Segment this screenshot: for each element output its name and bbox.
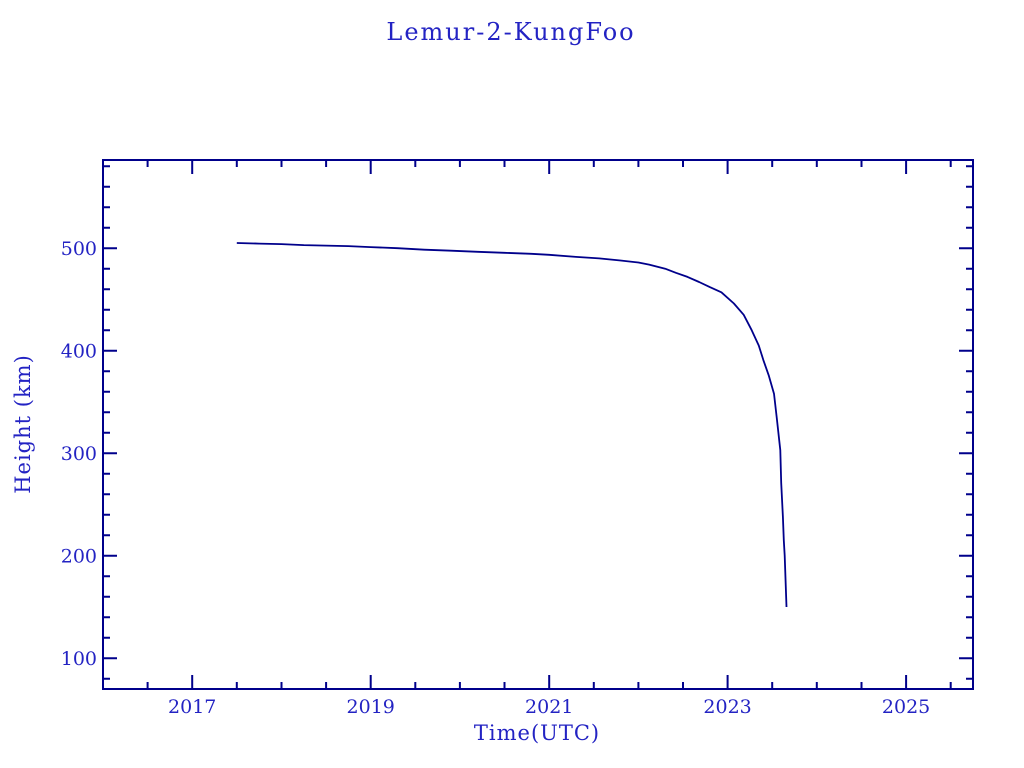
plot-frame bbox=[102, 159, 974, 690]
plot-layer: 2017 2019 2021 2023 2025 100 200 300 400 500 bbox=[61, 160, 973, 718]
y-axis-label: Height (km) bbox=[11, 354, 35, 494]
decay-curve bbox=[236, 242, 788, 608]
y-tick-label: 300 bbox=[61, 443, 97, 465]
x-tick-label: 2025 bbox=[882, 696, 930, 718]
axis-minor-ticks bbox=[102, 160, 973, 689]
y-tick-label: 400 bbox=[61, 341, 97, 363]
x-tick-label: 2021 bbox=[525, 696, 573, 718]
x-axis-label: Time(UTC) bbox=[474, 721, 600, 745]
x-tick-label: 2017 bbox=[168, 696, 216, 718]
y-tick-label: 200 bbox=[61, 546, 97, 568]
x-tick-label: 2023 bbox=[703, 696, 751, 718]
y-tick-label: 100 bbox=[61, 648, 97, 670]
y-tick-label: 500 bbox=[61, 238, 97, 260]
chart-title: Lemur-2-KungFoo bbox=[386, 18, 635, 46]
x-tick-label: 2019 bbox=[347, 696, 395, 718]
axis-major-ticks bbox=[103, 160, 973, 689]
